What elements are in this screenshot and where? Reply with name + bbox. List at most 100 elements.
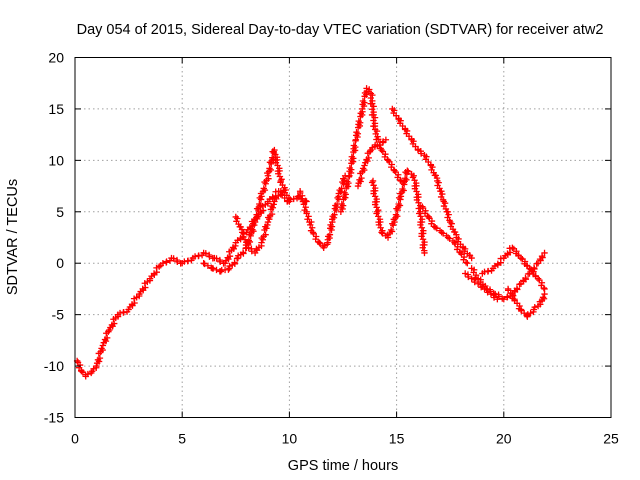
data-point-interp — [326, 231, 334, 238]
data-point-interp — [334, 194, 341, 202]
data-point-interp — [206, 253, 213, 260]
data-point-interp — [370, 117, 377, 124]
data-point-interp — [163, 258, 170, 265]
x-tick-label: 20 — [496, 431, 512, 447]
data-point-interp — [417, 213, 424, 220]
data-point-interp — [377, 218, 384, 226]
x-axis-label: GPS time / hours — [288, 458, 398, 474]
data-point — [378, 229, 385, 236]
data-point — [309, 229, 317, 236]
data-point-interp — [358, 174, 365, 182]
data-point-interp — [435, 179, 442, 186]
data-point-interp — [301, 198, 309, 205]
data-point — [200, 260, 207, 267]
data-point-interp — [276, 167, 283, 175]
data-point — [517, 254, 525, 262]
data-point-interp — [359, 97, 367, 105]
data-point-interp — [494, 260, 502, 268]
grid-lines — [75, 57, 611, 418]
data-point-interp — [527, 309, 534, 317]
data-point-interp — [213, 255, 220, 262]
data-point-interp — [446, 235, 453, 242]
data-point-interp — [174, 258, 181, 265]
data-point-interp — [96, 354, 104, 362]
series-12 — [462, 270, 501, 303]
y-tick-label: -15 — [44, 410, 64, 426]
data-point — [494, 296, 501, 303]
data-point — [93, 362, 100, 370]
data-point-interp — [216, 258, 224, 265]
data-point-interp — [417, 150, 425, 157]
data-point — [391, 167, 398, 174]
data-point-interp — [471, 278, 478, 286]
data-point-interp — [159, 260, 167, 267]
data-point-interp — [524, 311, 531, 318]
data-point-interp — [234, 215, 241, 222]
data-point-interp — [98, 345, 105, 352]
data-point-interp — [417, 221, 424, 229]
data-point-interp — [248, 248, 255, 255]
data-point-interp — [373, 127, 381, 135]
data-point-interp — [353, 128, 360, 136]
data-point-interp — [231, 259, 238, 266]
y-tick-label: -5 — [52, 307, 65, 323]
y-tick-label: -10 — [44, 358, 64, 374]
data-point-interp — [484, 289, 491, 296]
data-point-interp — [522, 274, 529, 282]
data-point — [419, 203, 426, 210]
data-point-interp — [268, 210, 276, 218]
axis-ticks — [74, 57, 612, 418]
data-point-interp — [513, 285, 521, 292]
data-point-interp — [350, 142, 358, 149]
data-point-interp — [302, 204, 309, 211]
data-point-interp — [359, 165, 367, 172]
data-point-interp — [419, 236, 427, 243]
series-11 — [504, 285, 548, 320]
data-point-interp — [379, 230, 386, 237]
data-point-interp — [365, 154, 372, 162]
data-point-interp — [305, 213, 312, 220]
data-point — [378, 146, 385, 154]
data-point — [509, 244, 516, 251]
data-point — [78, 368, 85, 375]
data-point — [534, 275, 542, 282]
x-tick-label: 5 — [178, 431, 186, 447]
y-tick-label: 10 — [48, 152, 64, 168]
data-point-interp — [540, 284, 548, 292]
data-point — [468, 254, 475, 262]
data-point-interp — [439, 230, 447, 237]
data-point — [541, 249, 548, 257]
data-point-interp — [249, 226, 256, 233]
data-point-interp — [448, 220, 455, 227]
y-tick-label: 5 — [56, 204, 64, 220]
data-point-interp — [504, 293, 511, 300]
data-point-interp — [415, 193, 422, 201]
data-point-interp — [331, 211, 338, 218]
data-point-interp — [274, 156, 281, 164]
y-tick-label: 0 — [56, 255, 64, 271]
data-point-interp — [338, 200, 345, 208]
data-point-interp — [346, 164, 354, 172]
data-point — [99, 342, 107, 349]
data-point-interp — [539, 294, 547, 301]
data-point-interp — [419, 244, 426, 251]
data-point-interp — [429, 163, 436, 171]
data-point-interp — [266, 165, 273, 172]
data-point — [217, 268, 224, 275]
data-point-interp — [441, 199, 449, 207]
data-point-interp — [341, 189, 348, 196]
data-point-interp — [270, 201, 277, 208]
data-point — [451, 239, 458, 246]
data-point-interp — [204, 262, 212, 269]
data-point — [431, 224, 439, 231]
data-point — [457, 249, 465, 257]
data-point-interp — [387, 226, 395, 234]
data-point-interp — [262, 231, 269, 238]
data-point-interp — [256, 200, 263, 208]
data-point-interp — [343, 178, 351, 185]
data-point-interp — [370, 111, 377, 118]
data-point-interp — [84, 370, 92, 378]
data-point-interp — [260, 185, 267, 192]
data-point-interp — [465, 273, 472, 281]
